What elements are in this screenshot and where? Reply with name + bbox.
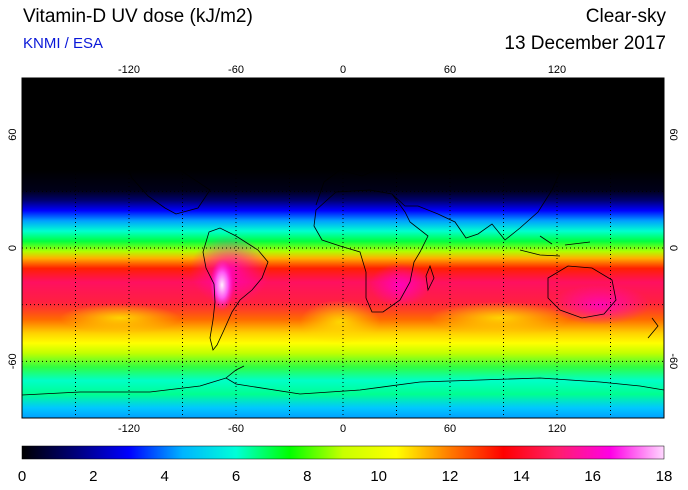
longitude-tick-label: 120	[548, 64, 566, 76]
longitude-ticks-bottom: -120 -60 0 60 120	[118, 423, 566, 435]
south-pacific-low-dose-region	[60, 304, 180, 332]
latitude-tick-label: -60	[667, 353, 679, 369]
latitude-tick-label: 0	[7, 245, 19, 251]
coastline-europe-asia	[315, 145, 561, 241]
andes-peak-dose-region	[210, 259, 234, 311]
coastline-madagascar	[425, 264, 435, 292]
colorbar-tick-label: 14	[513, 468, 530, 485]
latitude-ticks-right: 60 0 -60	[667, 129, 679, 370]
colorbar-tick-label: 8	[303, 468, 311, 485]
colorbar-tick-label: 4	[160, 468, 168, 485]
longitude-tick-label: -120	[118, 423, 140, 435]
longitude-tick-label: -120	[118, 64, 140, 76]
coastline-indonesia	[519, 235, 591, 257]
colorbar-tick-label: 0	[18, 468, 26, 485]
graticule	[22, 78, 664, 418]
colorbar-tick-label: 10	[370, 468, 387, 485]
colorbar-tick-label: 6	[232, 468, 240, 485]
longitude-tick-label: 0	[340, 423, 346, 435]
south-atlantic-low-dose-region	[300, 300, 380, 344]
longitude-ticks-top: -120 -60 0 60 120	[118, 64, 566, 76]
colorbar-tick-label: 18	[656, 468, 673, 485]
map-frame	[21, 77, 665, 419]
data-credit: KNMI / ESA	[23, 35, 104, 52]
australia-high-dose-region	[550, 285, 650, 325]
longitude-tick-label: 60	[444, 423, 456, 435]
colorbar	[21, 445, 665, 460]
sky-condition-label: Clear-sky	[585, 6, 666, 27]
latitude-ticks-left: 60 0 -60	[7, 129, 19, 370]
indian-ocean-low-dose-region	[430, 302, 570, 334]
map-title: Vitamin-D UV dose (kJ/m2)	[23, 6, 253, 27]
latitude-tick-label: 60	[667, 129, 679, 141]
coastline-new-zealand	[647, 317, 659, 339]
latitude-tick-label: 0	[667, 245, 679, 251]
colorbar-tick-label: 2	[89, 468, 97, 485]
colorbar-tick-label: 12	[442, 468, 459, 485]
longitude-tick-label: 60	[444, 64, 456, 76]
date-label: 13 December 2017	[504, 33, 666, 54]
longitude-tick-label: 0	[340, 64, 346, 76]
coastline-north-america	[119, 149, 211, 215]
southern-africa-high-dose-region	[370, 263, 430, 307]
longitude-tick-label: 120	[548, 423, 566, 435]
longitude-tick-label: -60	[228, 64, 244, 76]
colorbar-tick-label: 16	[584, 468, 601, 485]
coastline-antarctica	[22, 377, 664, 396]
coastline-south-america	[202, 227, 269, 351]
longitude-tick-label: -60	[228, 423, 244, 435]
colorbar-labels: 0 2 4 6 8 10 12 14 16 18	[18, 468, 673, 485]
latitude-tick-label: -60	[7, 353, 19, 369]
latitude-tick-label: 60	[7, 129, 19, 141]
